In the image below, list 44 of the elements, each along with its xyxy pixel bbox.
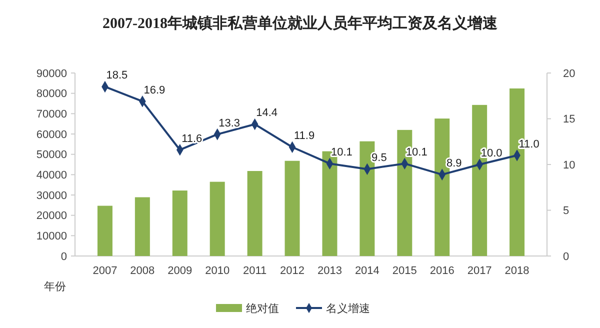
x-tick-label: 2009 (168, 265, 192, 277)
chart-title: 2007-2018年城镇非私营单位就业人员年平均工资及名义增速 (102, 14, 498, 32)
x-tick-label: 2008 (130, 265, 155, 277)
bar (134, 197, 150, 256)
data-label: 14.4 (256, 107, 278, 120)
bar (284, 160, 300, 256)
y-tick-label: 50000 (36, 149, 67, 162)
y-tick-label: 0 (60, 250, 67, 263)
data-label: 10.1 (331, 146, 352, 159)
data-label: 11.9 (294, 130, 315, 142)
x-tick-label: 2012 (280, 265, 305, 277)
data-label: 16.9 (144, 84, 166, 96)
data-label: 11.6 (182, 132, 202, 145)
bar (247, 171, 262, 256)
x-tick-label: 2017 (467, 265, 492, 277)
x-tick-label: 2010 (205, 265, 230, 277)
x-tick-label: 2013 (317, 265, 342, 277)
x-tick-label: 2018 (504, 265, 530, 277)
y2-tick-label: 0 (563, 250, 570, 263)
x-tick-label: 2007 (92, 265, 118, 277)
y-tick-label: 80000 (36, 88, 67, 100)
data-label: 18.5 (106, 70, 128, 82)
y-tick-label: 90000 (36, 68, 67, 80)
data-label: 13.3 (218, 117, 240, 130)
legend-label: 名义增速 (326, 302, 370, 315)
x-tick-label: 2014 (354, 265, 380, 277)
y-tick-label: 40000 (36, 170, 67, 182)
y2-tick-label: 20 (563, 68, 576, 80)
y-tick-label: 60000 (36, 128, 67, 141)
y-tick-label: 20000 (36, 210, 67, 222)
legend-label: 绝对值 (246, 302, 279, 315)
x-tick-label: 2011 (242, 265, 267, 277)
y2-tick-label: 5 (563, 205, 570, 218)
bar (172, 190, 188, 256)
bar (97, 206, 112, 256)
x-axis-title: 年份 (44, 281, 66, 293)
bar (210, 182, 225, 256)
y-tick-label: 70000 (36, 108, 67, 121)
y-tick-label: 10000 (36, 230, 67, 243)
x-tick-label: 2015 (392, 265, 417, 277)
y2-tick-label: 15 (563, 114, 576, 126)
y-tick-label: 30000 (36, 190, 67, 202)
x-tick-label: 2016 (430, 265, 454, 277)
y2-tick-label: 10 (563, 159, 576, 172)
